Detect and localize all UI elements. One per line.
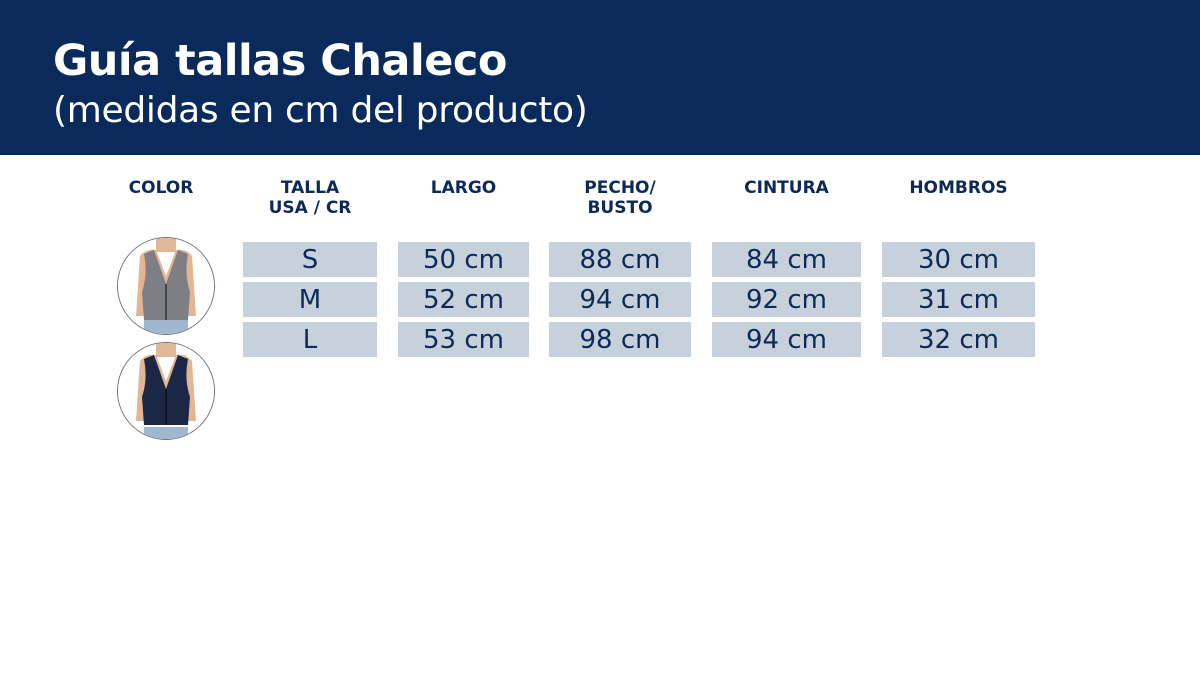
color-swatch-navy-vest[interactable]	[117, 342, 215, 440]
cell-largo-s: 50 cm	[398, 242, 529, 277]
cell-pecho-s: 88 cm	[549, 242, 691, 277]
column-header-pecho: PECHO/ BUSTO	[584, 178, 656, 218]
column-header-talla: TALLA USA / CR	[268, 178, 352, 218]
cell-cintura-l: 94 cm	[712, 322, 861, 357]
column-header-cintura: CINTURA	[744, 178, 829, 198]
cell-hombros-l: 32 cm	[882, 322, 1035, 357]
column-header-hombros: HOMBROS	[909, 178, 1008, 198]
header-banner: Guía tallas Chaleco (medidas en cm del p…	[0, 0, 1200, 155]
cell-largo-m: 52 cm	[398, 282, 529, 317]
cell-pecho-l: 98 cm	[549, 322, 691, 357]
cell-cintura-s: 84 cm	[712, 242, 861, 277]
color-swatch-gray-vest[interactable]	[117, 237, 215, 335]
cell-talla-s: S	[243, 242, 377, 277]
cell-talla-l: L	[243, 322, 377, 357]
cell-hombros-s: 30 cm	[882, 242, 1035, 277]
cell-pecho-m: 94 cm	[549, 282, 691, 317]
navy-vest-image	[118, 343, 214, 439]
cell-cintura-m: 92 cm	[712, 282, 861, 317]
cell-talla-m: M	[243, 282, 377, 317]
page-subtitle: (medidas en cm del producto)	[53, 90, 588, 131]
page-title: Guía tallas Chaleco	[53, 36, 507, 86]
gray-vest-image	[118, 238, 214, 334]
cell-hombros-m: 31 cm	[882, 282, 1035, 317]
column-header-largo: LARGO	[430, 178, 497, 198]
cell-largo-l: 53 cm	[398, 322, 529, 357]
column-header-color: COLOR	[128, 178, 194, 198]
